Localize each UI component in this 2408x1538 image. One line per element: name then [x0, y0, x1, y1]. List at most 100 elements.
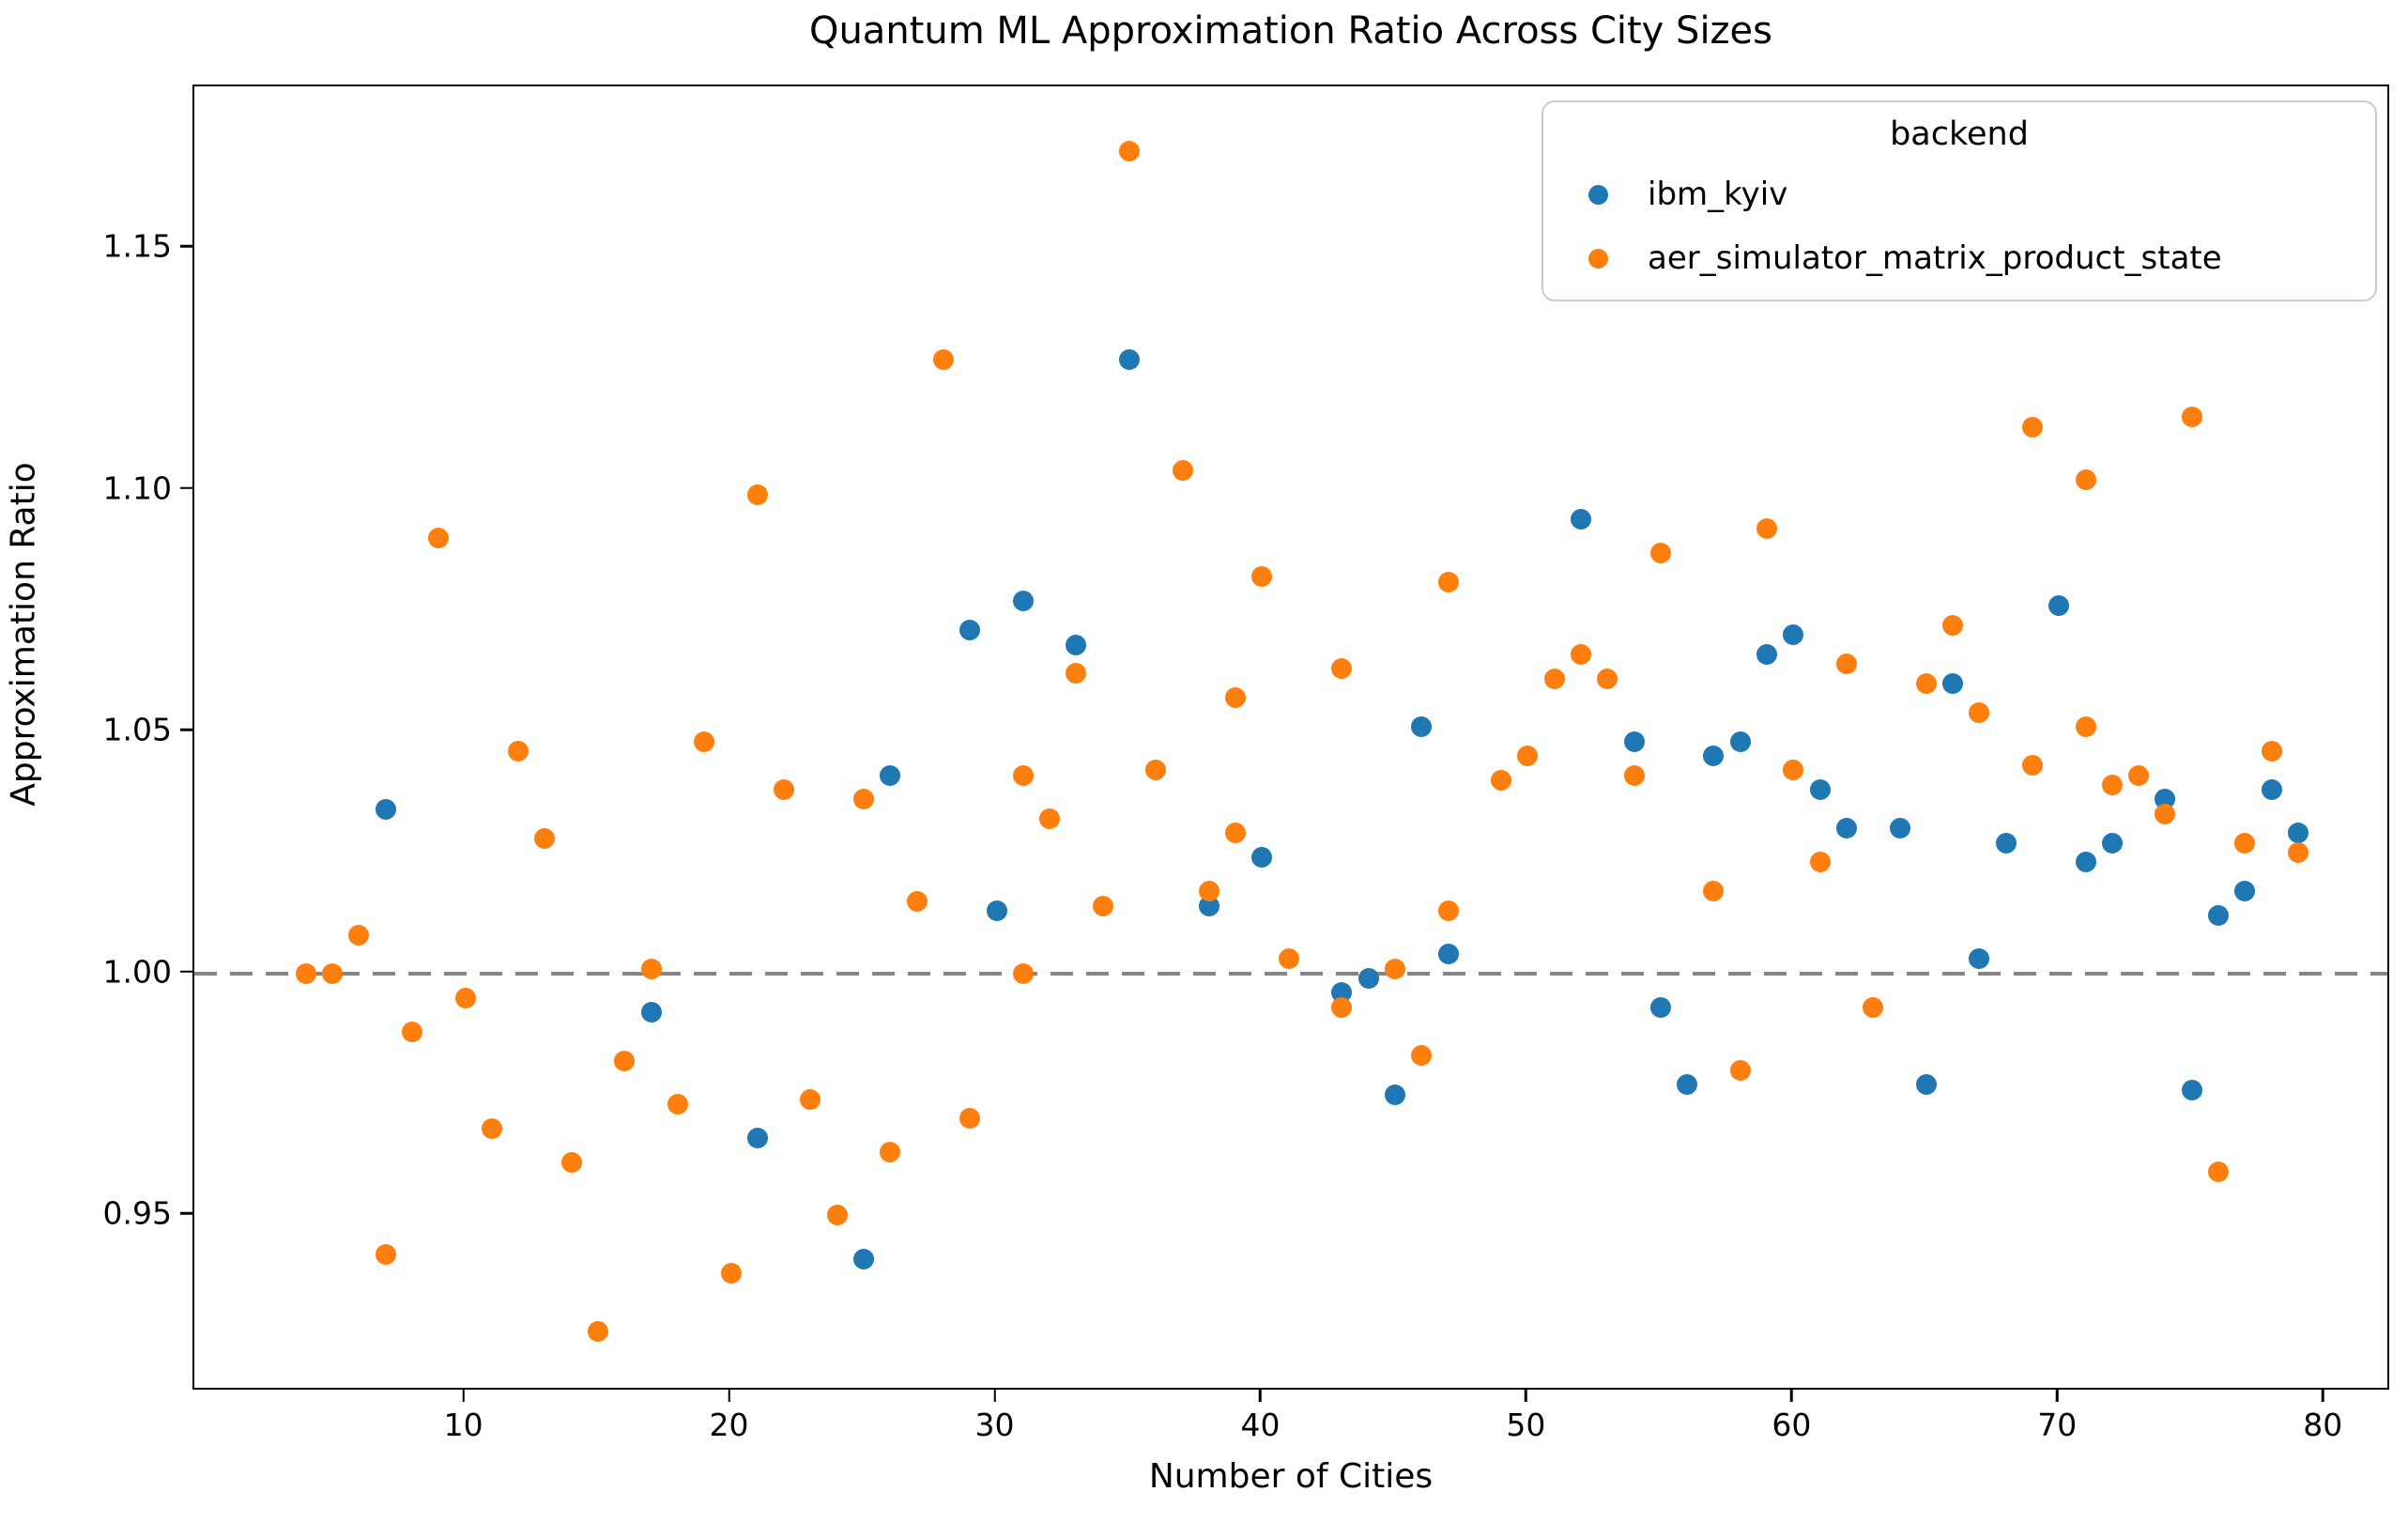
scatter-point-ibm_kyiv: [1066, 634, 1087, 655]
scatter-point-ibm_kyiv: [959, 620, 981, 641]
scatter-point-aer_simulator_matrix_product_state: [1623, 764, 1645, 786]
x-tick-label: 60: [1771, 1407, 1812, 1443]
scatter-point-aer_simulator_matrix_product_state: [428, 528, 450, 549]
scatter-point-ibm_kyiv: [1942, 672, 1964, 694]
scatter-point-aer_simulator_matrix_product_state: [1543, 668, 1565, 689]
scatter-point-aer_simulator_matrix_product_state: [375, 1243, 396, 1265]
scatter-point-ibm_kyiv: [1012, 591, 1034, 612]
scatter-point-aer_simulator_matrix_product_state: [1783, 760, 1804, 781]
scatter-point-aer_simulator_matrix_product_state: [1649, 542, 1671, 563]
scatter-point-aer_simulator_matrix_product_state: [1756, 517, 1778, 539]
scatter-point-ibm_kyiv: [1411, 716, 1433, 738]
scatter-point-aer_simulator_matrix_product_state: [1039, 808, 1061, 829]
scatter-point-aer_simulator_matrix_product_state: [1118, 141, 1140, 162]
scatter-point-aer_simulator_matrix_product_state: [1809, 852, 1831, 873]
scatter-point-ibm_kyiv: [1677, 1074, 1698, 1096]
scatter-point-aer_simulator_matrix_product_state: [826, 1205, 848, 1226]
scatter-point-aer_simulator_matrix_product_state: [1942, 614, 1964, 636]
scatter-point-aer_simulator_matrix_product_state: [1198, 881, 1219, 902]
y-axis-label: Approximation Ratio: [4, 462, 43, 807]
y-tick-mark: [180, 970, 192, 974]
scatter-point-aer_simulator_matrix_product_state: [1437, 900, 1459, 921]
scatter-point-aer_simulator_matrix_product_state: [614, 1050, 636, 1071]
scatter-point-aer_simulator_matrix_product_state: [588, 1321, 609, 1343]
chart-title: Quantum ML Approximation Ratio Across Ci…: [808, 9, 1773, 53]
scatter-point-aer_simulator_matrix_product_state: [1411, 1045, 1433, 1067]
x-tick-mark: [728, 1390, 730, 1402]
x-tick-label: 10: [443, 1407, 483, 1443]
scatter-point-ibm_kyiv: [2181, 1079, 2202, 1100]
legend-title: backend: [1890, 115, 2029, 153]
scatter-point-aer_simulator_matrix_product_state: [880, 1142, 901, 1163]
scatter-point-ibm_kyiv: [1995, 832, 2017, 854]
scatter-point-aer_simulator_matrix_product_state: [560, 1151, 582, 1173]
scatter-point-aer_simulator_matrix_product_state: [1066, 663, 1087, 684]
scatter-point-ibm_kyiv: [1969, 948, 1990, 970]
scatter-point-ibm_kyiv: [1756, 643, 1778, 665]
scatter-point-ibm_kyiv: [1889, 818, 1910, 839]
scatter-point-ibm_kyiv: [1729, 731, 1751, 752]
scatter-point-aer_simulator_matrix_product_state: [959, 1108, 981, 1130]
scatter-point-aer_simulator_matrix_product_state: [2155, 803, 2176, 824]
scatter-point-aer_simulator_matrix_product_state: [2181, 407, 2202, 428]
x-tick-mark: [1790, 1390, 1793, 1402]
y-tick-mark: [180, 1212, 192, 1215]
scatter-point-aer_simulator_matrix_product_state: [906, 890, 928, 912]
scatter-point-aer_simulator_matrix_product_state: [2022, 416, 2044, 438]
x-tick-mark: [1259, 1390, 1262, 1402]
x-tick-label: 30: [974, 1407, 1015, 1443]
scatter-point-aer_simulator_matrix_product_state: [774, 779, 795, 801]
scatter-point-aer_simulator_matrix_product_state: [348, 924, 370, 946]
reference-line-y1: [194, 971, 2387, 976]
scatter-point-aer_simulator_matrix_product_state: [1251, 566, 1273, 588]
scatter-point-ibm_kyiv: [1915, 1074, 1937, 1096]
scatter-point-aer_simulator_matrix_product_state: [1012, 764, 1034, 786]
scatter-point-aer_simulator_matrix_product_state: [1225, 823, 1247, 844]
scatter-point-aer_simulator_matrix_product_state: [2128, 764, 2150, 786]
legend-entry-label: ibm_kyiv: [1648, 176, 1788, 213]
scatter-point-aer_simulator_matrix_product_state: [1491, 769, 1512, 791]
x-tick-mark: [2056, 1390, 2059, 1402]
scatter-point-ibm_kyiv: [1649, 996, 1671, 1018]
scatter-point-aer_simulator_matrix_product_state: [1092, 895, 1113, 916]
scatter-point-ibm_kyiv: [880, 764, 901, 786]
legend-swatch-icon: [1588, 248, 1608, 269]
scatter-point-ibm_kyiv: [1835, 818, 1857, 839]
scatter-point-aer_simulator_matrix_product_state: [1384, 958, 1405, 979]
scatter-point-ibm_kyiv: [2048, 595, 2070, 617]
scatter-point-ibm_kyiv: [2261, 779, 2282, 801]
scatter-point-ibm_kyiv: [1357, 968, 1379, 990]
scatter-point-ibm_kyiv: [1251, 847, 1273, 869]
scatter-point-aer_simulator_matrix_product_state: [1729, 1059, 1751, 1081]
scatter-point-ibm_kyiv: [746, 1128, 768, 1149]
scatter-point-aer_simulator_matrix_product_state: [1145, 760, 1167, 781]
legend-entry-aer-simulator: aer_simulator_matrix_product_state: [1588, 239, 2222, 277]
scatter-point-aer_simulator_matrix_product_state: [1225, 687, 1247, 709]
scatter-point-aer_simulator_matrix_product_state: [1331, 658, 1353, 680]
scatter-point-aer_simulator_matrix_product_state: [640, 958, 662, 979]
scatter-point-aer_simulator_matrix_product_state: [1835, 654, 1857, 675]
scatter-point-aer_simulator_matrix_product_state: [1863, 996, 1884, 1018]
scatter-point-aer_simulator_matrix_product_state: [1703, 881, 1725, 902]
scatter-point-ibm_kyiv: [1118, 348, 1140, 370]
scatter-point-ibm_kyiv: [2287, 823, 2308, 844]
y-tick-label: 1.15: [102, 227, 172, 265]
scatter-point-ibm_kyiv: [1437, 944, 1459, 965]
scatter-point-aer_simulator_matrix_product_state: [1437, 571, 1459, 592]
scatter-point-aer_simulator_matrix_product_state: [2208, 1161, 2230, 1183]
scatter-point-aer_simulator_matrix_product_state: [1278, 948, 1299, 970]
legend-entry-label: aer_simulator_matrix_product_state: [1648, 239, 2222, 277]
scatter-point-aer_simulator_matrix_product_state: [2261, 740, 2282, 761]
x-tick-mark: [2322, 1390, 2324, 1402]
y-tick-label: 0.95: [102, 1194, 172, 1232]
scatter-point-aer_simulator_matrix_product_state: [1517, 746, 1539, 767]
scatter-point-ibm_kyiv: [640, 1002, 662, 1023]
x-tick-mark: [993, 1390, 996, 1402]
scatter-point-ibm_kyiv: [1783, 624, 1804, 646]
scatter-point-ibm_kyiv: [2075, 852, 2096, 873]
scatter-point-aer_simulator_matrix_product_state: [932, 348, 954, 370]
scatter-point-ibm_kyiv: [2234, 881, 2256, 902]
scatter-point-aer_simulator_matrix_product_state: [1597, 668, 1618, 689]
x-tick-mark: [462, 1390, 465, 1402]
legend: backend ibm_kyiv aer_simulator_matrix_pr…: [1541, 100, 2377, 301]
